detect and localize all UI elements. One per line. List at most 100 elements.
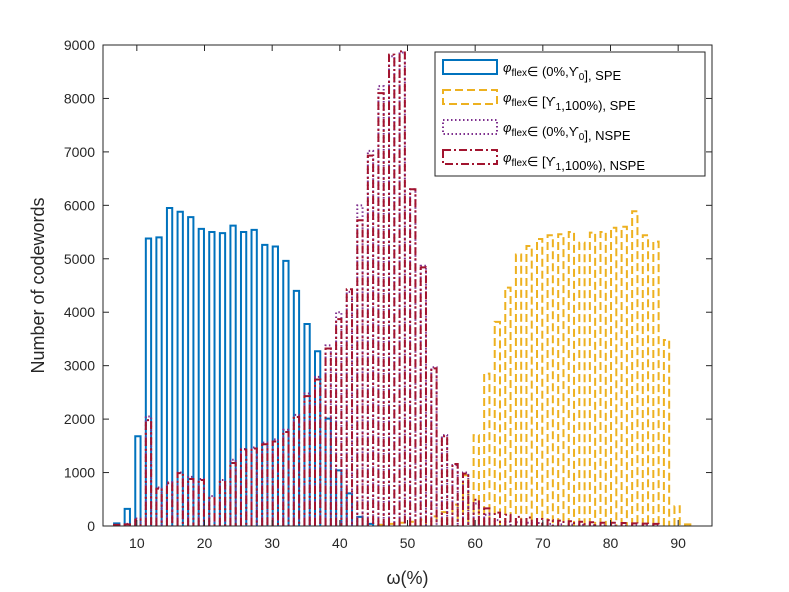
bar-spe_high (631, 210, 639, 526)
y-tick-label: 6000 (64, 197, 95, 213)
bar-nspe_high (525, 516, 533, 526)
bar-nspe_high (451, 463, 459, 526)
bar-spe_low (165, 207, 174, 526)
legend-text-part: φ (503, 150, 512, 165)
y-tick-label: 8000 (64, 90, 95, 106)
bar-nspe_low (472, 502, 480, 526)
bar-spe_low (250, 228, 258, 526)
bar-spe_high (493, 320, 501, 526)
bar-nspe_high (409, 188, 417, 526)
legend-box (434, 51, 706, 177)
bar-nspe_low (218, 479, 227, 526)
legend-text-part: ∈ [ϒ (527, 154, 556, 169)
bar-spe_high (684, 523, 692, 526)
bar-nspe_low (187, 475, 195, 526)
bar-nspe_high (271, 440, 279, 526)
legend-swatch-nspe_high (442, 149, 498, 165)
bar-nspe_low (324, 344, 332, 526)
legend-text-part: ∈ (0%,ϒ (527, 124, 579, 139)
y-tick-label: 3000 (64, 358, 95, 374)
bar-nspe_high (472, 498, 480, 526)
bar-nspe_high (324, 347, 332, 526)
bar-spe_low (123, 507, 131, 526)
bar-nspe_high (493, 511, 501, 526)
y-axis-label: Number of codewords (28, 197, 48, 373)
bar-nspe_high (536, 518, 544, 526)
bar-nspe_high (187, 477, 195, 526)
y-tick-label: 0 (87, 518, 95, 534)
bar-nspe_high (303, 395, 311, 526)
y-tick-label: 4000 (64, 304, 95, 320)
bar-nspe_low (440, 434, 449, 526)
axes-group: 10 20 30 40 50 60 70 80 900100020003000400050006… (28, 37, 713, 588)
bar-nspe_low (155, 486, 163, 526)
bar-nspe_high (504, 513, 512, 526)
bar-nspe_high (229, 461, 237, 526)
bar-nspe_high (165, 482, 174, 526)
bar-nspe_high (388, 53, 396, 526)
bar-spe_low (292, 289, 301, 526)
legend-text-part: ,100%), NSPE (561, 158, 645, 173)
bar-nspe_low (144, 415, 153, 526)
legend-entry-nspe_high: φflex∈ [ϒ1,100%), NSPE (503, 150, 645, 173)
bar-nspe_high (314, 378, 322, 526)
bar-spe_low (261, 243, 269, 526)
x-tick-label: 50 (400, 535, 416, 551)
bar-spe_high (536, 238, 544, 526)
bar-nspe_high (631, 522, 639, 526)
bar-spe_high (620, 225, 628, 526)
legend-text-part: ], NSPE (584, 128, 631, 143)
x-tick-label: 80 (603, 535, 619, 551)
bar-nspe_high (366, 154, 375, 526)
bar-nspe_high (292, 415, 301, 526)
x-tick-label: 60 (467, 535, 483, 551)
bar-nspe_high (113, 523, 121, 526)
bar-spe_low (282, 259, 290, 526)
x-tick-label: 30 (264, 535, 280, 551)
bar-nspe_low (388, 55, 396, 526)
bar-nspe_high (239, 448, 248, 526)
bar-nspe_high (588, 521, 597, 526)
legend-text-part: φ (503, 90, 512, 105)
legend-text-part: φ (503, 120, 512, 135)
bar-nspe_low (366, 149, 375, 526)
legend-text-part: 0 (579, 72, 585, 83)
bar-nspe_high (546, 519, 554, 526)
bars-group (113, 50, 692, 527)
legend-text-part: φ (503, 60, 512, 75)
bar-nspe_high (578, 520, 586, 526)
bar-nspe_high (599, 521, 607, 526)
bar-nspe_high (652, 522, 660, 526)
bar-spe_high (514, 253, 523, 526)
bar-nspe_high (250, 447, 258, 526)
bar-spe_low (208, 231, 216, 526)
bar-nspe_high (557, 519, 565, 526)
bar-nspe_high (335, 318, 343, 526)
bar-spe_high (525, 244, 533, 526)
bar-nspe_high (218, 481, 227, 526)
bar-spe_high (641, 234, 650, 526)
y-tick-label: 7000 (64, 144, 95, 160)
bar-nspe_high (176, 472, 184, 526)
legend-text-part: flex (511, 98, 527, 109)
legend-text-part: 0 (579, 132, 585, 143)
bar-spe_low (229, 224, 237, 526)
series-spe_high (377, 210, 692, 526)
x-tick-label: 10 (129, 535, 145, 551)
legend-swatch-spe_high (442, 89, 498, 105)
bar-spe_high (504, 286, 512, 526)
legend-text-part: flex (511, 128, 527, 139)
legend-text-part: 1 (556, 162, 562, 173)
legend-swatch-spe_low (442, 59, 498, 75)
bar-nspe_low (409, 188, 417, 526)
bar-spe_low (134, 435, 142, 526)
bar-nspe_high (419, 266, 427, 526)
bar-nspe_low (335, 311, 343, 526)
bar-spe_high (588, 231, 597, 526)
bar-spe_low (197, 227, 205, 526)
bar-nspe_high (377, 92, 385, 526)
bar-spe_high (567, 231, 576, 526)
bar-spe_high (557, 233, 565, 526)
